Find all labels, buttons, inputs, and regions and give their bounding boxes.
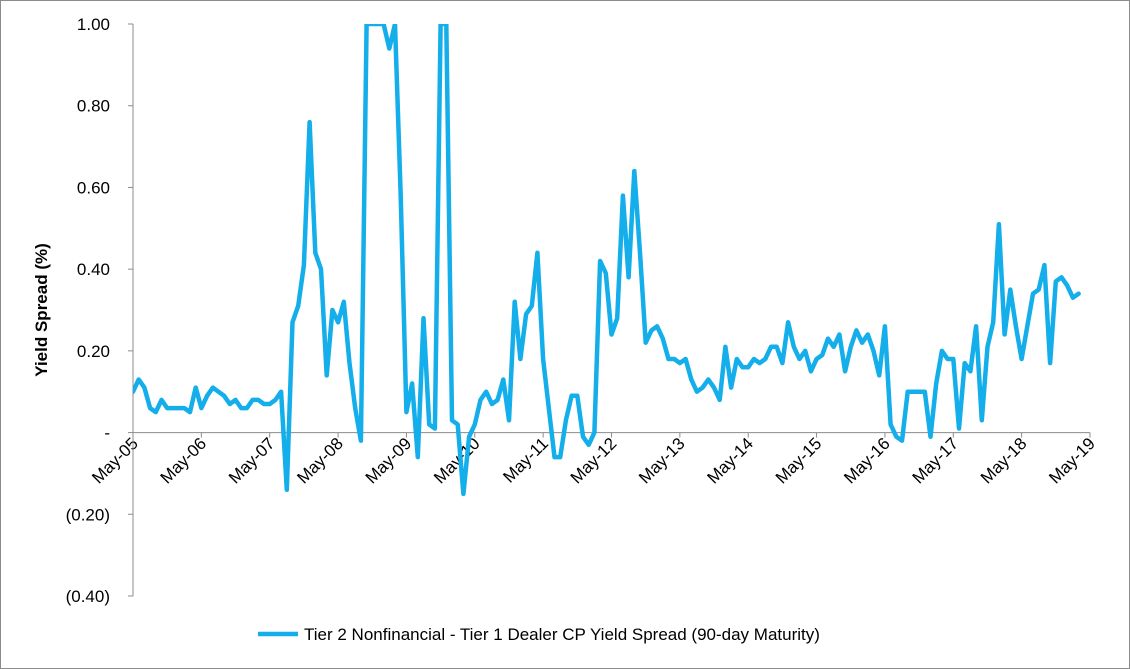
- series-line-tier2-tier1-spread: [133, 24, 1081, 497]
- x-axis-tick-marks: [132, 432, 1091, 438]
- y-tick-label: 0.60: [77, 178, 110, 197]
- y-tick-label: 1.00: [77, 15, 110, 34]
- x-tick-label: May-11: [499, 434, 552, 487]
- x-tick-label: May-05: [88, 434, 142, 488]
- x-tick-label: May-07: [225, 434, 279, 488]
- x-tick-label: May-16: [840, 434, 894, 488]
- y-tick-label: -: [104, 424, 110, 443]
- y-axis-tick-labels: 1.00 0.80 0.60 0.40 0.20 - (0.20) (0.40): [66, 15, 110, 606]
- y-tick-label: (0.40): [66, 587, 110, 606]
- y-tick-label: 0.40: [77, 260, 110, 279]
- x-tick-label: May-15: [772, 434, 826, 488]
- x-tick-label: May-06: [157, 434, 211, 488]
- x-tick-label: May-08: [293, 434, 347, 488]
- x-tick-label: May-19: [1045, 434, 1099, 488]
- x-tick-label: May-13: [635, 434, 689, 488]
- y-tick-label: 0.20: [77, 342, 110, 361]
- x-tick-label: May-18: [977, 434, 1031, 488]
- x-axis-tick-labels: May-05 May-06 May-07 May-08 May-09 May-10 May-…: [88, 434, 1099, 488]
- y-axis-label: Yield Spread (%): [32, 243, 51, 377]
- y-tick-label: (0.20): [66, 505, 110, 524]
- x-tick-label: May-12: [567, 434, 621, 488]
- y-axis-tick-marks: [128, 23, 133, 597]
- x-tick-label: May-17: [909, 434, 963, 488]
- y-tick-label: 0.80: [77, 97, 110, 116]
- plot-area: [133, 24, 1081, 497]
- x-tick-label: May-10: [430, 434, 484, 488]
- legend-label: Tier 2 Nonfinancial - Tier 1 Dealer CP Y…: [304, 625, 820, 644]
- legend: Tier 2 Nonfinancial - Tier 1 Dealer CP Y…: [258, 625, 820, 644]
- x-tick-label: May-09: [362, 434, 416, 488]
- x-tick-label: May-14: [704, 434, 758, 488]
